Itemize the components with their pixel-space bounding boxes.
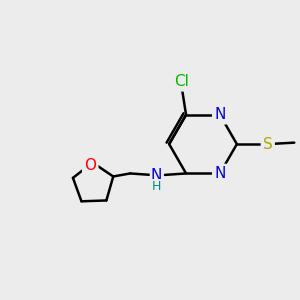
Text: N: N [151, 168, 162, 183]
Text: O: O [84, 158, 96, 173]
Text: S: S [263, 136, 273, 152]
Text: N: N [214, 107, 226, 122]
Text: Cl: Cl [174, 74, 189, 89]
Text: N: N [214, 166, 226, 181]
Text: H: H [152, 180, 161, 193]
